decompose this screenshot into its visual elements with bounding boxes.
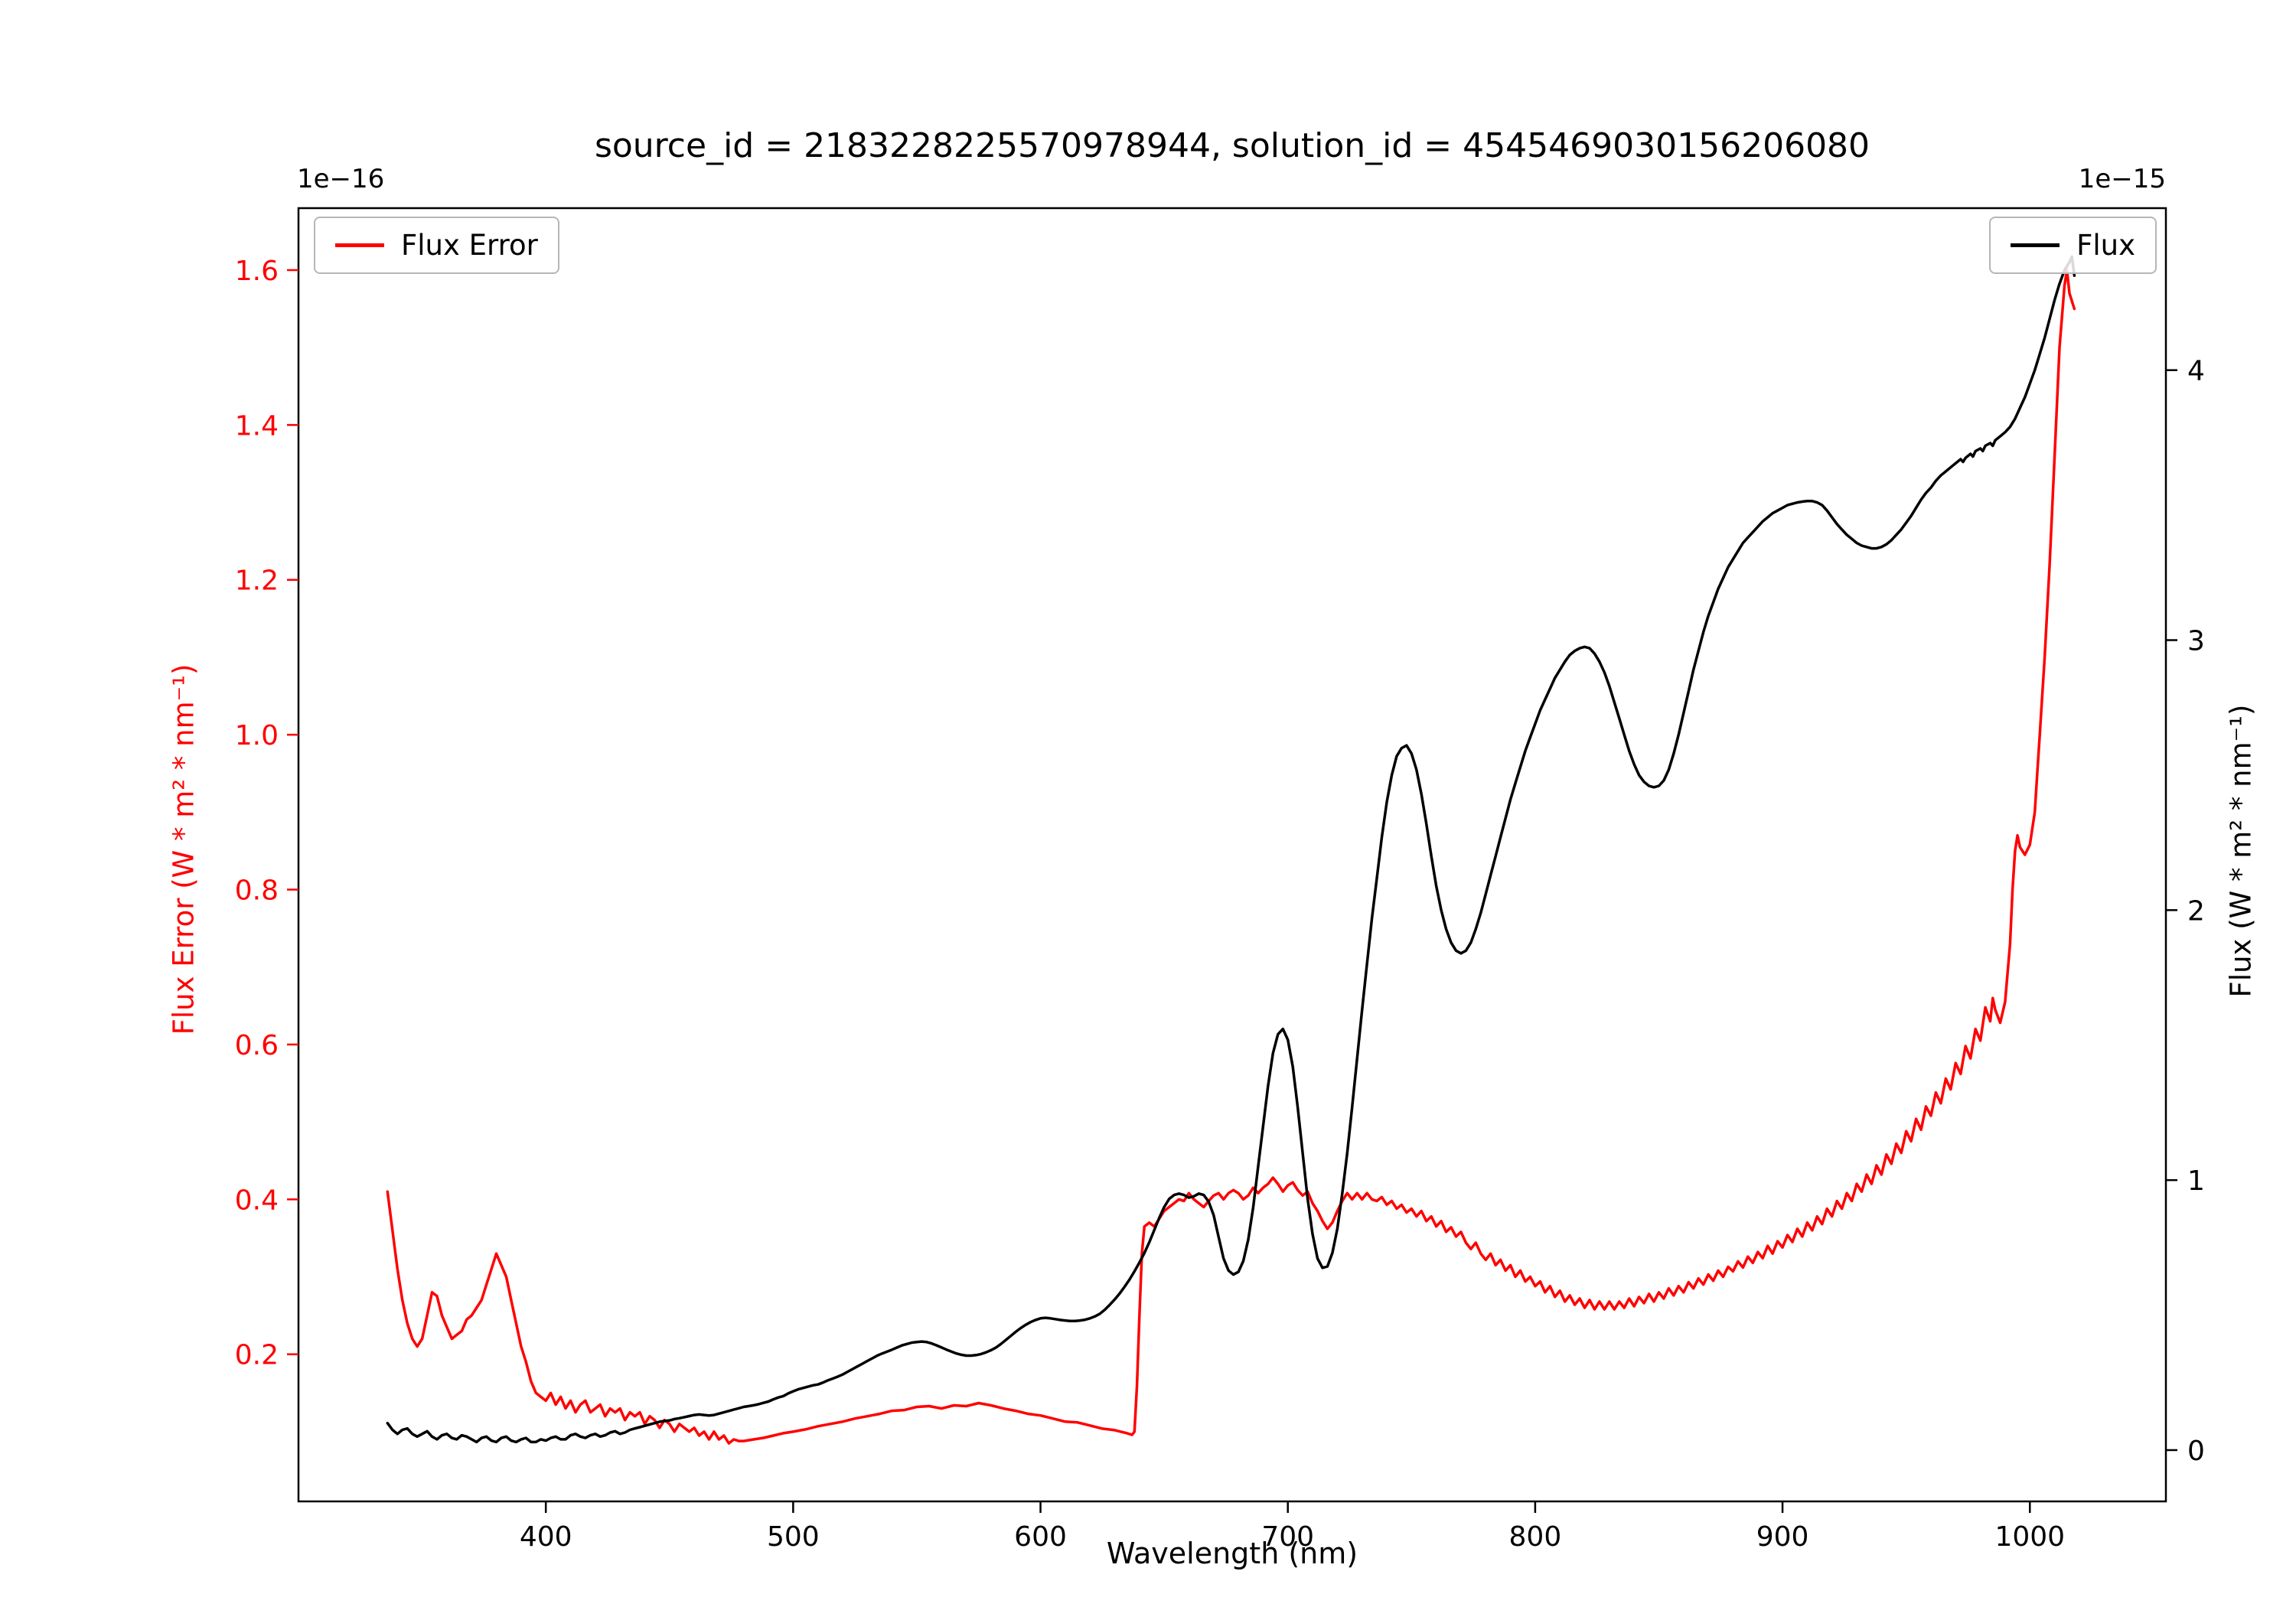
left-y-tick-label: 0.6 — [235, 1030, 279, 1061]
right-axis-offset-text: 1e−15 — [2078, 164, 2166, 194]
left-y-tick-label: 1.4 — [235, 410, 279, 442]
left-y-tick-label: 0.4 — [235, 1185, 279, 1216]
left-y-axis-label: Flux Error (W * m² * nm⁻¹) — [167, 663, 201, 1035]
left-y-tick-label: 1.0 — [235, 720, 279, 751]
x-tick-label: 900 — [1756, 1521, 1809, 1553]
x-tick-label: 1000 — [1994, 1521, 2065, 1553]
x-tick-label: 700 — [1261, 1521, 1314, 1553]
left-axis-offset-text: 1e−16 — [297, 164, 385, 194]
legend-flux-error: Flux Error — [314, 217, 559, 274]
flux-legend-label: Flux — [2076, 229, 2135, 262]
right-y-axis-label: Flux (W * m² * nm⁻¹) — [2224, 704, 2258, 998]
flux-line — [386, 255, 2076, 1444]
flux-legend-line-icon — [2011, 243, 2060, 247]
right-y-tick-label: 4 — [2187, 356, 2205, 387]
x-tick-label: 600 — [1014, 1521, 1067, 1553]
left-y-tick-label: 0.8 — [235, 875, 279, 907]
flux-error-line — [386, 269, 2076, 1445]
right-y-tick-label: 2 — [2187, 895, 2205, 927]
legend-flux: Flux — [1989, 217, 2157, 274]
chart-title: source_id = 2183228225570978944, solutio… — [594, 126, 1870, 165]
right-y-tick-label: 0 — [2187, 1436, 2205, 1467]
axes-frame — [297, 207, 2167, 1503]
flux-error-legend-label: Flux Error — [401, 229, 538, 262]
left-y-tick-label: 0.2 — [235, 1340, 279, 1371]
x-axis-label: Wavelength (nm) — [1106, 1537, 1358, 1570]
flux-error-legend-line-icon — [335, 243, 384, 247]
left-y-tick-label: 1.6 — [235, 256, 279, 287]
x-tick-label: 500 — [767, 1521, 820, 1553]
right-y-tick-label: 1 — [2187, 1165, 2205, 1197]
x-tick-label: 800 — [1509, 1521, 1562, 1553]
left-y-tick-label: 1.2 — [235, 566, 279, 597]
right-y-tick-label: 3 — [2187, 626, 2205, 657]
x-tick-label: 400 — [520, 1521, 572, 1553]
